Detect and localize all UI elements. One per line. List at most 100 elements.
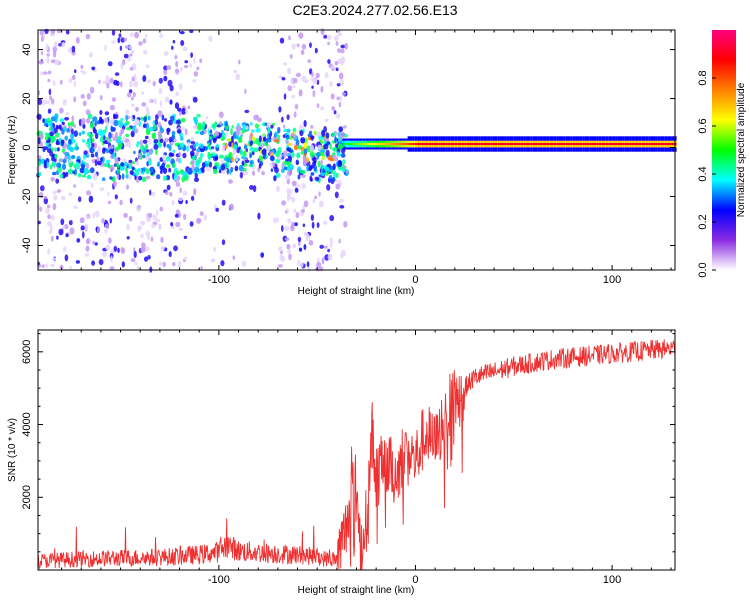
spectrogram-cell — [469, 149, 472, 152]
spectrogram-cell — [150, 167, 154, 173]
spectrogram-cell — [421, 145, 425, 148]
spectrogram-cell — [558, 138, 561, 141]
spectrogram-cell — [490, 142, 493, 146]
spectrogram-cell — [39, 133, 44, 140]
spectrogram-cell — [351, 147, 354, 150]
spectrogram-cell — [249, 185, 254, 190]
spectrogram-cell — [629, 140, 632, 143]
spectrogram-cell — [68, 138, 72, 145]
spectrogram-cell — [103, 140, 108, 144]
spectrogram-cell — [461, 147, 465, 150]
spectrogram-cell — [376, 142, 380, 146]
spectrogram-cell — [612, 142, 616, 146]
spectrogram-cell — [402, 138, 406, 141]
spectrogram-cell — [295, 159, 299, 166]
spectrogram-cell — [136, 168, 141, 172]
spectrogram-cell — [142, 167, 147, 172]
spectrogram-cell — [181, 108, 186, 115]
spectrogram-cell — [369, 145, 373, 148]
spectrogram-cell — [244, 88, 247, 95]
spectrogram-cell — [209, 129, 213, 134]
spectrogram-cell — [59, 264, 64, 270]
spectrogram-cell — [504, 147, 507, 150]
spectrogram-cell — [622, 136, 625, 139]
spectrogram-cell — [584, 142, 587, 146]
spectrogram-cell — [93, 128, 97, 134]
spectrogram-cell — [553, 149, 557, 152]
spectrogram-cell — [295, 212, 300, 219]
spectrogram-cell — [199, 130, 205, 136]
spectrogram-cell — [374, 145, 377, 148]
spectrogram-cell — [294, 222, 298, 227]
spectrogram-cell — [598, 149, 602, 152]
spectrogram-cell — [152, 80, 156, 87]
spectrogram-cell — [523, 142, 526, 146]
spectrogram-cell — [570, 147, 573, 150]
spectrogram-cell — [113, 163, 117, 167]
spectrogram-cell — [297, 184, 301, 188]
spectrogram-cell — [182, 152, 187, 159]
spectrogram-cell — [287, 218, 292, 224]
spectrogram-cell — [58, 43, 63, 47]
spectrogram-cell — [160, 127, 165, 134]
spectrogram-cell — [71, 74, 76, 81]
spectrogram-cell — [450, 140, 453, 143]
spectrogram-cell — [46, 161, 49, 168]
spectrogram-cell — [85, 245, 90, 252]
spectrogram-cell — [617, 142, 620, 146]
spectrogram-cell — [215, 207, 219, 212]
spectrogram-cell — [260, 142, 265, 148]
spectrogram-cell — [114, 132, 119, 139]
spectrogram-cell — [589, 142, 592, 146]
spectrogram-cell — [381, 140, 385, 143]
spectrogram-cell — [655, 140, 658, 143]
spectrogram-cell — [299, 124, 304, 131]
spectrogram-cell — [487, 147, 491, 150]
spectrogram-cell — [131, 103, 135, 107]
spectrogram-cell — [379, 145, 382, 148]
spectrogram-cell — [582, 140, 585, 143]
spectrogram-cell — [478, 142, 481, 146]
spectrogram-cell — [405, 145, 408, 148]
spectrogram-cell — [308, 68, 313, 75]
snr-background — [38, 330, 675, 570]
spectrogram-cell — [38, 192, 44, 199]
spectrogram-cell — [631, 140, 635, 143]
spectrogram-cell — [516, 149, 519, 152]
spectrogram-cell — [317, 144, 323, 151]
spectrogram-cell — [537, 136, 540, 139]
spectrogram-cell — [591, 136, 594, 139]
spectrogram-cell — [641, 140, 644, 143]
spectrogram-cell — [527, 142, 531, 146]
spectrogram-cell — [438, 145, 441, 148]
spectrogram-cell — [130, 96, 134, 101]
spectrogram-cell — [117, 168, 120, 174]
spectrogram-cell — [596, 149, 599, 152]
spectrogram-cell — [44, 132, 50, 137]
spectrogram-cell — [447, 147, 451, 150]
spectrogram-cell — [194, 166, 200, 173]
spectrogram-cell — [92, 116, 98, 122]
spectrogram-cell — [485, 136, 488, 139]
spectrogram-cell — [226, 138, 232, 142]
spectrogram-cell — [662, 149, 665, 152]
spectrogram-cell — [511, 136, 514, 139]
spectrogram-cell — [553, 140, 557, 143]
spectrogram-cell — [586, 145, 590, 148]
spectrogram-cell — [568, 147, 571, 150]
spectrogram-cell — [297, 259, 301, 267]
spectrogram-cell — [421, 147, 425, 150]
spectrogram-cell — [193, 71, 199, 77]
spectrogram-cell — [182, 46, 188, 52]
spectrogram-cell — [645, 149, 649, 152]
spectrogram-cell — [173, 245, 178, 252]
spectrogram-cell — [38, 137, 41, 145]
spectrogram-cell — [299, 130, 304, 137]
spectrogram-cell — [300, 170, 306, 174]
spectrogram-cell — [47, 78, 51, 83]
spectrogram-cell — [142, 75, 147, 82]
spectrogram-cell — [608, 142, 611, 146]
spectrogram-cell — [650, 142, 653, 146]
spectrogram-cell — [183, 213, 187, 220]
spectrogram-cell — [565, 147, 569, 150]
